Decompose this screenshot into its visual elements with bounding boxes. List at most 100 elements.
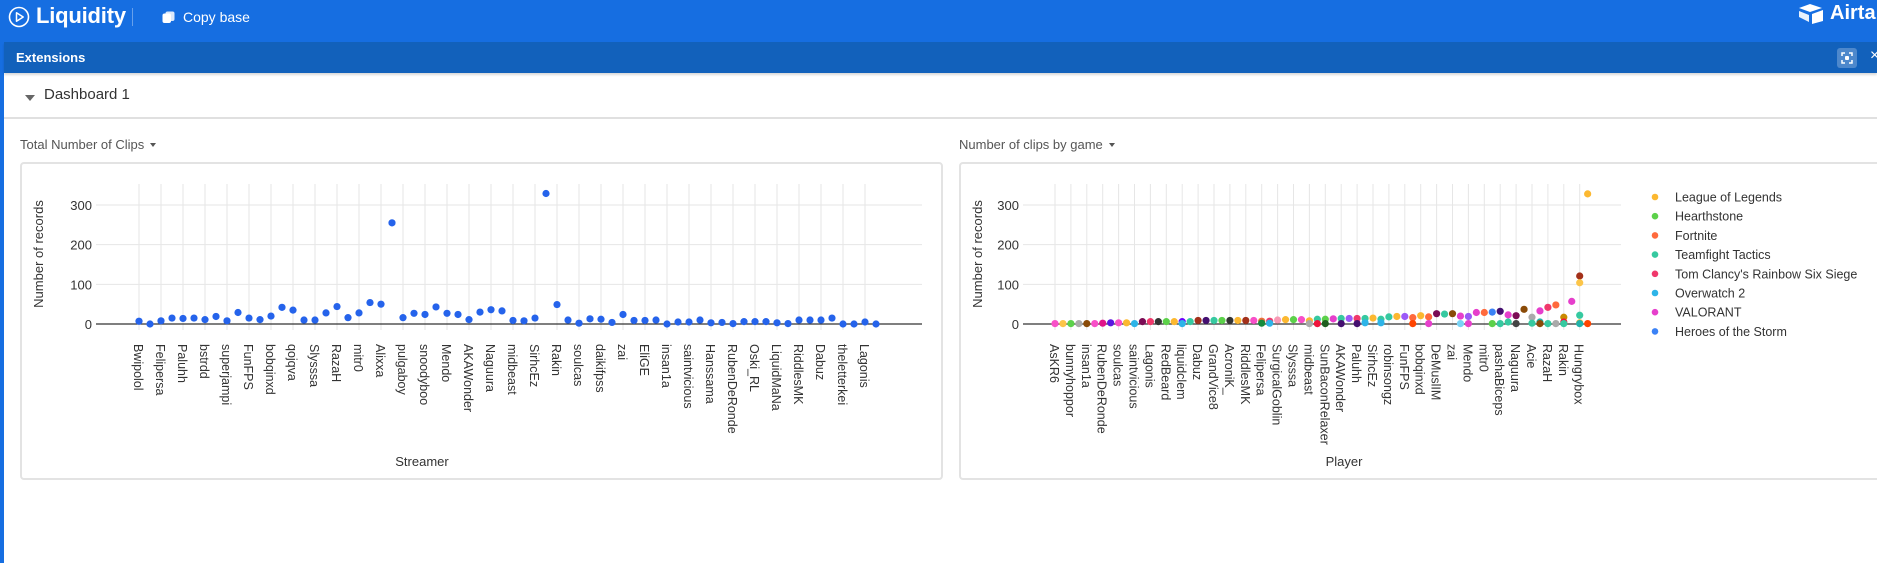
data-point xyxy=(1584,320,1592,328)
x-tick-label: qojqva xyxy=(285,344,299,381)
legend-swatch xyxy=(1651,232,1659,239)
y-axis-title: Number of records xyxy=(970,200,985,308)
data-point xyxy=(641,316,649,325)
chart-2-title-dropdown[interactable]: Number of clips by game xyxy=(959,137,1115,152)
data-point xyxy=(1552,320,1560,328)
data-point xyxy=(773,319,781,327)
x-tick-label: Bwipolol xyxy=(131,344,145,391)
data-point xyxy=(1186,318,1194,326)
data-point xyxy=(1576,279,1584,287)
dashboard-header: Dashboard 1 xyxy=(4,73,1877,119)
y-tick-label: 300 xyxy=(997,198,1019,213)
x-tick-label: DeMuslIM xyxy=(1429,344,1443,400)
dropdown-arrow-icon xyxy=(1108,142,1115,147)
x-tick-label: bunnyhoppor xyxy=(1063,344,1077,417)
data-point xyxy=(1242,316,1250,325)
data-point xyxy=(542,189,550,198)
collapse-caret-icon[interactable] xyxy=(25,95,35,101)
data-point xyxy=(1496,320,1504,328)
data-point xyxy=(751,318,759,326)
data-point xyxy=(1083,320,1091,328)
chart-2-card: 0 100 200 300 AsKR6 bunnyhoppor insan1a RubenDe… xyxy=(959,162,1877,480)
y-tick-label: 200 xyxy=(997,238,1019,253)
dashboard-title: Dashboard 1 xyxy=(44,86,130,103)
x-tick-label: Alixxa xyxy=(373,344,387,377)
x-tick-label: SunBaconRelaxer xyxy=(1317,344,1331,445)
extensions-bar: Extensions × xyxy=(4,42,1877,73)
fullscreen-button[interactable] xyxy=(1837,48,1857,68)
x-tick-label: Felipersa xyxy=(1254,344,1268,395)
x-tick-label: Paluhh xyxy=(1349,344,1363,383)
chart-1-title-dropdown[interactable]: Total Number of Clips xyxy=(20,137,157,152)
x-tick-label: liquidclem xyxy=(1174,344,1188,400)
data-point xyxy=(1321,320,1329,328)
top-bar: Liquidity Copy base Airtable xyxy=(0,0,1877,42)
data-point xyxy=(1210,316,1218,325)
data-point xyxy=(1281,316,1290,324)
data-point xyxy=(1504,311,1512,319)
data-point xyxy=(1067,320,1075,328)
data-point xyxy=(157,317,165,325)
data-point xyxy=(1146,318,1154,326)
y-tick-label: 200 xyxy=(70,238,92,253)
data-point xyxy=(806,316,814,324)
data-point xyxy=(1250,316,1258,325)
data-point xyxy=(861,318,869,326)
data-point xyxy=(1266,319,1274,327)
airtable-brand[interactable]: Airtable xyxy=(1798,2,1877,25)
data-point xyxy=(190,314,198,322)
legend-swatch xyxy=(1651,289,1659,297)
data-point xyxy=(1099,319,1107,327)
copy-base-button[interactable]: Copy base xyxy=(162,5,250,29)
data-point xyxy=(476,308,484,316)
legend-label: VALORANT xyxy=(1675,306,1742,320)
app-title: Liquidity xyxy=(36,3,126,28)
data-point xyxy=(1122,319,1131,327)
data-point xyxy=(1576,320,1584,328)
data-point xyxy=(575,319,583,327)
x-tick-label: EliGE xyxy=(637,344,651,376)
copy-base-label: Copy base xyxy=(183,9,250,25)
data-point xyxy=(1353,314,1361,323)
data-point xyxy=(1313,320,1321,328)
data-point xyxy=(1289,316,1298,324)
x-tick-label: RubenDeRonde xyxy=(725,344,739,434)
data-point xyxy=(1417,312,1425,320)
header-divider xyxy=(132,8,133,26)
y-tick-label: 100 xyxy=(997,277,1019,292)
x-tick-label: mitr0 xyxy=(1476,344,1490,372)
y-tick-label: 0 xyxy=(1012,317,1019,332)
x-tick-label: RiddlesMK xyxy=(1238,344,1252,405)
data-point xyxy=(1170,318,1178,326)
data-point xyxy=(1337,320,1345,328)
data-point xyxy=(1440,310,1449,318)
data-point xyxy=(729,320,737,328)
data-point xyxy=(1401,312,1409,321)
data-point xyxy=(432,303,440,311)
brand-name: Airtable xyxy=(1830,2,1877,24)
data-point xyxy=(1520,305,1528,313)
x-tick-label: Oski_RL xyxy=(747,344,761,392)
x-tick-label: superjampi xyxy=(219,344,233,405)
x-tick-label: RazaH xyxy=(329,344,343,382)
x-tick-label: RiddlesMK xyxy=(791,344,805,405)
data-point xyxy=(278,303,286,311)
data-point xyxy=(388,219,396,227)
data-point xyxy=(421,310,429,319)
data-point xyxy=(1409,320,1417,328)
data-point xyxy=(1536,307,1544,315)
x-tick-label: insan1a xyxy=(659,344,673,388)
data-point xyxy=(564,316,572,324)
x-tick-label: AcroniK_ xyxy=(1222,344,1236,396)
y-tick-label: 300 xyxy=(70,198,92,213)
legend-label: Fortnite xyxy=(1675,229,1717,243)
data-point xyxy=(355,309,363,317)
data-point xyxy=(520,317,528,325)
x-tick-label: midbeast xyxy=(505,344,519,395)
x-tick-label: Rakin xyxy=(1556,344,1570,376)
data-point xyxy=(1162,318,1170,326)
data-point xyxy=(707,319,715,327)
copy-icon xyxy=(162,11,175,23)
data-point xyxy=(300,316,308,324)
close-button[interactable]: × xyxy=(1870,47,1877,64)
